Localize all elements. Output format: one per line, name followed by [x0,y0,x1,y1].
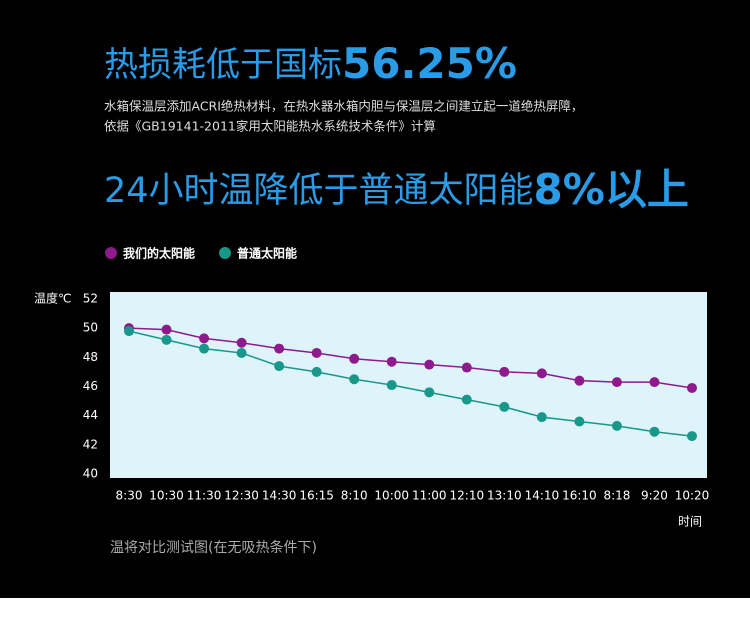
legend-marker [105,247,117,259]
data-point [124,326,134,337]
data-point [386,356,397,367]
description-line: 依据《GB19141-2011家用太阳能热水系统技术条件》计算 [104,119,436,134]
data-point [649,426,660,437]
chart-caption: 温将对比测试图(在无吸热条件下) [110,539,317,556]
series-line [128,330,693,437]
data-point [311,366,322,377]
x-tick-label: 12:30 [224,489,259,503]
bottom-strip [0,598,750,622]
x-tick-label: 11:00 [412,489,447,503]
x-tick-label: 10:20 [675,489,710,503]
series-line [128,327,693,389]
data-point [536,412,547,423]
data-point [161,324,172,335]
y-tick-label: 48 [83,350,98,364]
legend-label: 普通太阳能 [237,246,297,261]
data-point [161,334,172,345]
data-point [649,377,660,388]
data-point [311,347,322,358]
description-line: 水箱保温层添加ACRI绝热材料，在热水器水箱内胆与保温层之间建立起一道绝热屏障， [104,99,583,114]
x-tick-label: 10:00 [374,489,409,503]
legend-marker [219,247,232,259]
data-point [349,374,360,385]
x-tick-label: 11:30 [187,489,222,503]
data-point [499,366,510,377]
x-tick-label: 14:10 [525,489,560,503]
data-point [574,416,585,427]
x-tick-label: 9:20 [641,489,668,503]
headline-text: 24小时温降低于普通太阳能 [104,171,534,211]
headline: 24小时温降低于普通太阳能8%以上 [104,165,689,214]
y-tick-label: 50 [83,321,98,335]
x-tick-label: 12:10 [450,489,485,503]
data-point [274,343,285,354]
y-tick-label: 46 [83,379,98,393]
data-point [199,333,210,344]
data-point [236,337,247,348]
x-tick-label: 10:30 [149,489,184,503]
data-point [236,347,247,358]
y-tick-label: 44 [83,408,98,422]
data-point [424,359,435,370]
legend-label: 我们的太阳能 [123,246,195,261]
y-tick-label: 42 [83,437,98,451]
data-point [199,343,210,354]
x-tick-label: 14:30 [262,489,297,503]
data-point [611,420,622,431]
data-point [687,382,697,393]
y-axis-label: 温度℃ [34,291,71,306]
x-tick-label: 16:15 [299,489,334,503]
x-tick-label: 16:10 [562,489,597,503]
data-point [687,431,697,442]
headline-highlight: 8%以上 [534,165,689,214]
data-point [574,375,585,386]
data-point [499,401,510,412]
data-point [461,394,472,405]
data-point [611,377,622,388]
x-tick-label: 8:18 [603,489,630,503]
x-tick-label: 8:30 [116,489,143,503]
y-tick-label: 52 [83,292,98,306]
headline: 热损耗低于国标56.25% [104,39,517,88]
headline-text: 热损耗低于国标 [104,45,342,85]
x-tick-label: 8:10 [341,489,368,503]
headline-highlight: 56.25% [342,39,517,88]
data-point [424,387,435,398]
data-point [274,361,285,372]
x-tick-label: 13:10 [487,489,522,503]
data-point [386,380,397,391]
data-point [461,362,472,373]
plot-area [110,292,707,478]
x-axis-label: 时间 [678,515,702,529]
data-point [349,353,360,364]
y-tick-label: 40 [83,467,98,481]
data-point [536,368,547,379]
